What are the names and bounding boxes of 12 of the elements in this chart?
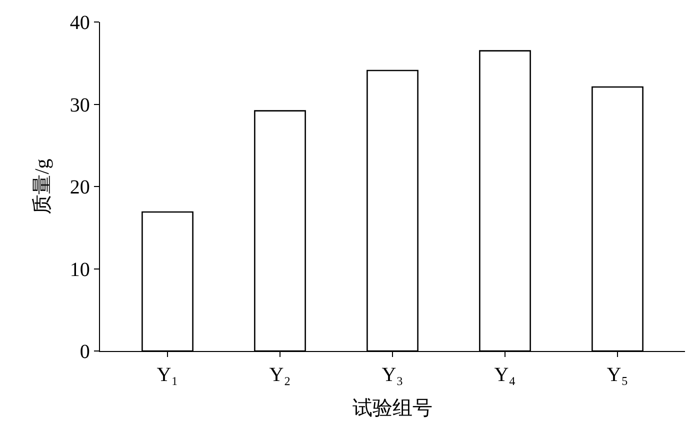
y-tick-label: 30 xyxy=(70,94,90,116)
y-axis-title: 质量/g xyxy=(31,158,54,214)
x-tick-label: Y₃ xyxy=(382,364,404,386)
x-tick-label: Y₂ xyxy=(269,364,291,386)
y-tick-label: 40 xyxy=(70,12,90,34)
x-axis-title: 试验组号 xyxy=(352,398,432,420)
x-tick-label: Y₅ xyxy=(606,364,628,386)
y-tick-label: 20 xyxy=(70,176,90,198)
y-tick-label: 0 xyxy=(80,341,90,363)
x-tick-label: Y₄ xyxy=(494,364,516,386)
y-tick-label: 10 xyxy=(70,258,90,281)
x-tick-label: Y₁ xyxy=(156,364,178,386)
